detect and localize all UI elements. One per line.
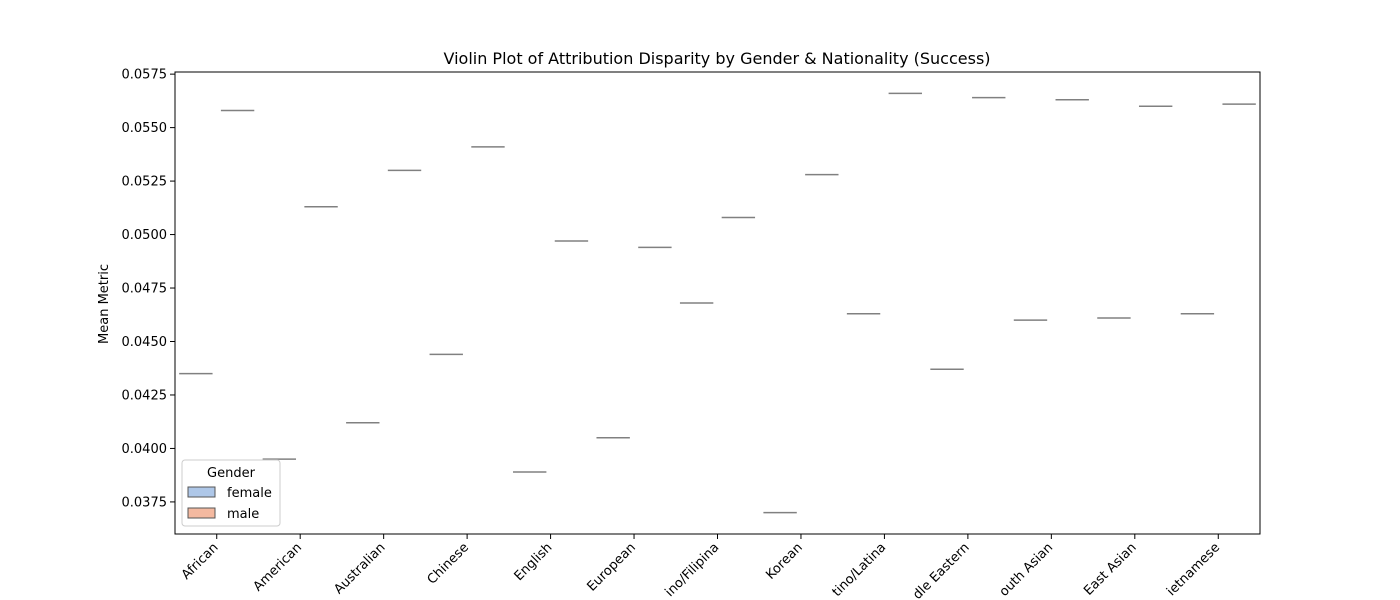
plot-area-frame — [174, 71, 1261, 535]
x-tick-label: tino/Latina — [830, 540, 890, 600]
x-tick-label: Korean — [763, 540, 805, 582]
x-tick-label: dle Eastern — [910, 540, 973, 600]
y-tick-label: 0.0400 — [122, 442, 168, 457]
x-tick-label: ietnamese — [1164, 540, 1223, 599]
y-axis: 0.0375 0.0400 0.0425 0.0450 0.0475 0.0500 0.05… — [122, 68, 175, 510]
x-tick-label: African — [179, 540, 222, 583]
y-tick-label: 0.0550 — [122, 121, 168, 136]
legend-swatch-female — [187, 486, 216, 498]
x-tick-label: East Asian — [1081, 540, 1139, 598]
y-tick-label: 0.0425 — [122, 388, 168, 403]
legend-label: male — [227, 507, 259, 522]
x-tick-label: English — [512, 540, 556, 584]
chart-title: Violin Plot of Attribution Disparity by … — [443, 49, 990, 68]
legend-swatch-male — [187, 507, 216, 519]
x-tick-label: Australian — [331, 540, 388, 597]
y-tick-label: 0.0450 — [122, 335, 168, 350]
x-tick-label: European — [584, 540, 638, 594]
x-axis: African American Australian Chinese English E… — [179, 534, 1223, 600]
y-tick-label: 0.0525 — [122, 175, 168, 190]
y-tick-label: 0.0475 — [122, 282, 168, 297]
legend-label: female — [227, 486, 272, 501]
legend-title: Gender — [207, 466, 256, 481]
y-tick-label: 0.0375 — [122, 495, 168, 510]
y-tick-label: 0.0500 — [122, 228, 168, 243]
x-tick-label: Chinese — [425, 540, 472, 587]
y-axis-label: Mean Metric — [97, 264, 112, 344]
y-tick-label: 0.0575 — [122, 68, 168, 83]
legend: Gender female male — [181, 459, 281, 527]
violin-marks — [179, 92, 1256, 514]
x-tick-label: ino/Filipina — [662, 540, 722, 600]
x-tick-label: American — [251, 540, 305, 594]
x-tick-label: outh Asian — [997, 540, 1057, 600]
